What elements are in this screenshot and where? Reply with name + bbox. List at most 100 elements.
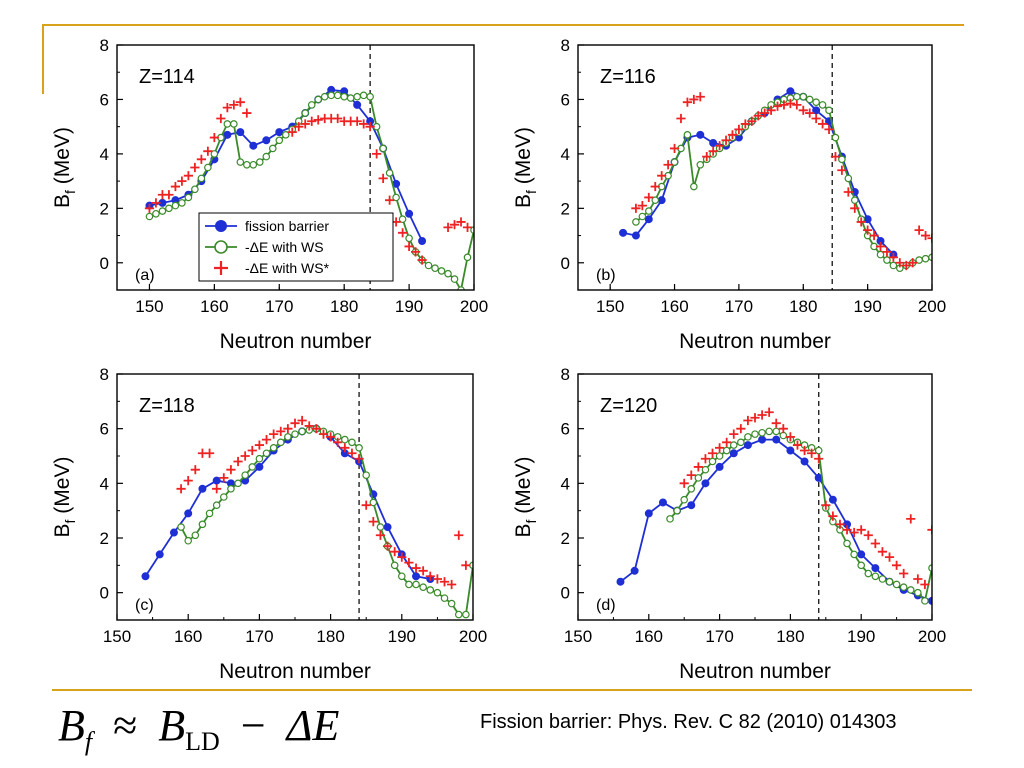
data-point [354,454,364,464]
data-point [864,569,873,578]
data-point [326,432,336,442]
y-tick-label: 4 [100,474,109,493]
panel-label: (d) [596,597,616,614]
data-point [184,193,193,202]
data-point [155,550,164,559]
x-tick-label: 170 [265,297,293,316]
data-point [914,225,924,235]
axes-frame [116,373,474,621]
formula-rhs-b: B [158,701,186,750]
data-point [828,511,838,521]
data-point [824,124,834,134]
y-axis-label-main: B [512,523,535,537]
data-point [753,111,763,121]
data-point [398,215,407,224]
x-tick-label: 180 [316,627,344,646]
data-point [449,220,460,230]
data-point [261,435,272,445]
axes-frame [577,373,933,621]
y-axis-label-main: B [512,194,535,208]
y-axis-label-subscript: f [523,519,539,523]
x-tick-label: 160 [174,627,202,646]
data-point [392,193,400,202]
data-point [927,525,932,535]
data-point [849,527,859,538]
data-point [800,457,809,466]
data-point [844,174,853,183]
data-point [729,449,738,458]
data-point [760,108,770,118]
data-point [869,230,879,241]
data-point [850,196,859,204]
data-point [701,479,710,488]
data-point [219,473,229,483]
data-point [311,424,321,434]
y-tick-label: 6 [561,420,570,439]
series-ws_star [631,92,932,271]
data-point [247,445,257,456]
data-point [679,478,689,488]
data-point [835,519,845,529]
data-point [359,91,368,100]
data-point [812,98,820,106]
data-point [301,109,310,117]
legend-entry-label: fission barrier [245,218,329,234]
chart-panel-3: 150 160 170 180 190 200 0 2 4 6 8 Z=118 (c) Neutron n… [51,365,487,683]
data-point [382,541,393,551]
data-point [657,196,666,205]
data-point [689,94,699,105]
data-point [340,92,348,101]
data-point [262,449,271,458]
data-point [892,580,901,589]
data-point [693,462,703,472]
data-point [871,572,880,581]
x-tick-label: 190 [847,627,875,646]
data-point [764,407,774,417]
y-tick-label: 0 [561,584,570,603]
series-ws_star [176,415,471,590]
data-point [747,116,757,126]
data-point [318,429,329,439]
y-axis-label-unit: (MeV) [512,457,535,520]
data-point [676,113,686,124]
data-point [376,523,385,531]
data-point [631,203,641,213]
data-point [734,124,744,134]
data-point [727,130,738,140]
data-point [212,484,222,494]
data-point [876,250,885,259]
data-point [158,207,167,215]
data-point [721,135,731,145]
data-point [404,241,414,252]
x-axis-label: Neutron number [679,660,831,683]
chart-panel-4: 150 160 170 180 190 200 0 2 4 6 8 Z=120 (d) Neutron n… [512,365,946,683]
panel-label: (b) [596,267,616,284]
data-point [785,432,795,442]
data-point [255,454,264,463]
data-point [216,113,226,124]
y-axis-label-subscript: f [62,190,78,194]
data-point [454,530,464,540]
data-point [878,575,887,583]
x-tick-label: 170 [725,297,753,316]
data-point [320,92,329,101]
data-point [825,106,833,115]
data-point [877,547,888,557]
series-ws [666,427,932,605]
x-tick-label: 200 [918,297,946,316]
series-ws [632,92,932,273]
panel-label: (a) [135,267,155,284]
y-axis-label-main: B [51,523,74,537]
data-point [736,424,746,434]
data-point [630,566,639,575]
data-point [856,217,866,227]
x-tick-label: 160 [200,297,228,316]
data-point [779,100,789,110]
x-tick-label: 160 [635,627,663,646]
data-point [418,236,427,245]
data-point [715,443,725,453]
data-point [240,451,250,461]
formula-delta-e: ΔE [286,701,340,750]
data-point [758,435,767,444]
